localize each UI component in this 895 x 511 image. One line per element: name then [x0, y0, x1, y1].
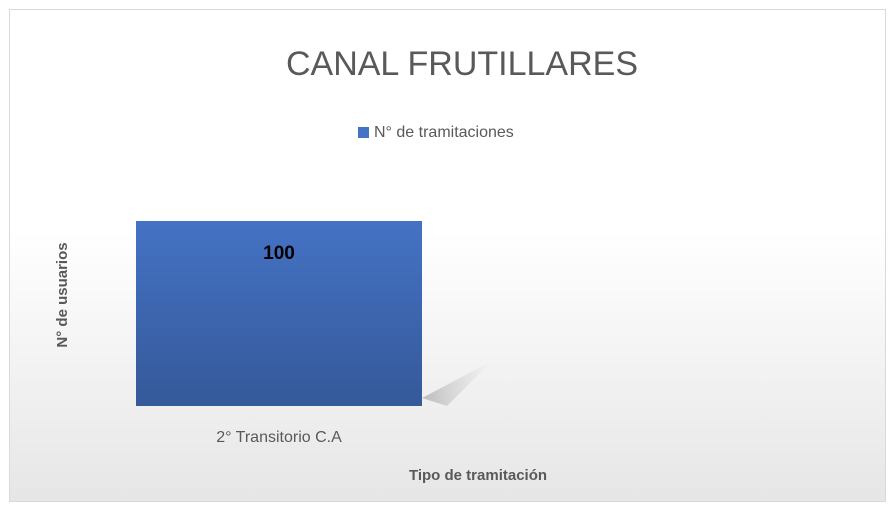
legend-swatch	[358, 127, 369, 138]
bar-shade	[136, 221, 422, 406]
bar-shadow	[422, 361, 492, 406]
chart-title: CANAL FRUTILLARES	[286, 45, 638, 83]
x-tick-label: 2° Transitorio C.A	[216, 429, 342, 446]
legend-label: N° de tramitaciones	[374, 124, 514, 141]
data-label: 100	[263, 243, 295, 264]
y-axis-title: N° de usuarios	[54, 242, 71, 347]
x-axis-title: Tipo de tramitación	[409, 467, 547, 484]
